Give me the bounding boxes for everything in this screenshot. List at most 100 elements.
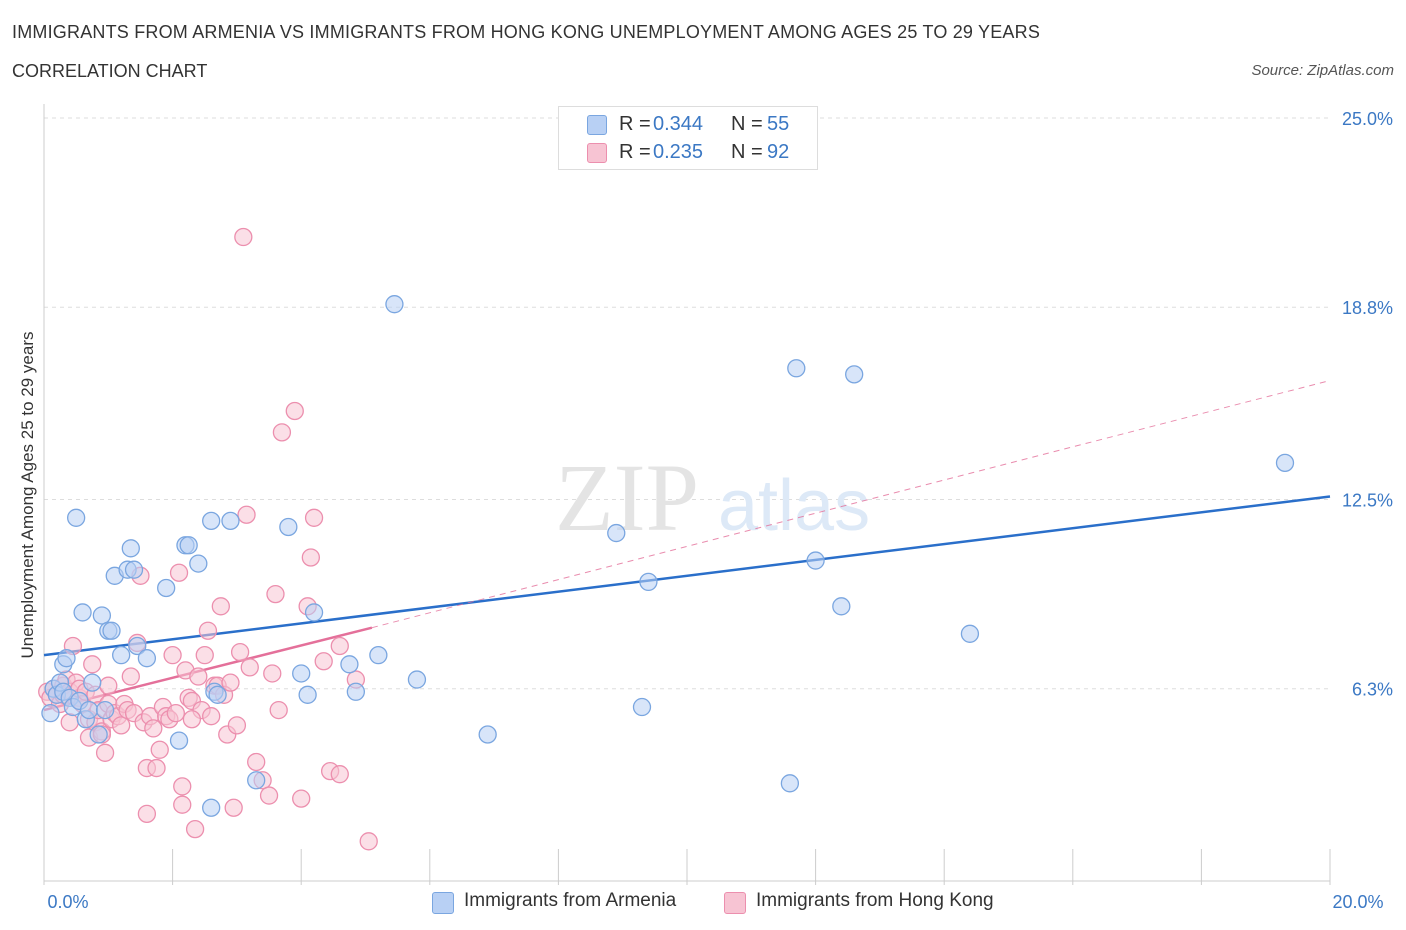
armenia-point [41, 703, 60, 723]
armenia-point [780, 774, 800, 793]
armenia-point [385, 295, 404, 314]
hongkong-swatch [724, 892, 746, 914]
hongkong-point [189, 667, 208, 686]
armenia-point [102, 621, 121, 640]
armenia-point [247, 771, 266, 790]
armenia-point [1275, 453, 1295, 473]
armenia-point [169, 731, 189, 750]
y-tick-label: 12.5% [1342, 491, 1393, 511]
armenia-point [67, 508, 86, 527]
armenia-legend-label: Immigrants from Armenia [464, 890, 677, 911]
hongkong-point [95, 743, 115, 762]
armenia-point [346, 682, 366, 701]
hongkong-point [169, 563, 189, 582]
hongkong-point [163, 646, 182, 665]
armenia-point [208, 685, 227, 704]
armenia-points [41, 295, 1295, 817]
hongkong-point [330, 636, 349, 656]
armenia-point [73, 603, 92, 622]
armenia-point [79, 700, 99, 720]
tick-labels: 6.3% 12.5% 18.8% 25.0% 0.0% 20.0% [47, 109, 1393, 912]
hongkong-point [247, 752, 266, 772]
armenia-point [607, 523, 626, 543]
hongkong-point [112, 716, 131, 735]
hongkong-point [304, 508, 324, 527]
armenia-point [632, 697, 652, 717]
armenia-point [279, 517, 298, 537]
armenia-point [92, 606, 112, 625]
hongkong-point [60, 713, 79, 732]
hongkong-point [221, 673, 240, 692]
hongkong-points [38, 227, 378, 851]
armenia-point [845, 365, 864, 384]
hongkong-point [173, 795, 192, 814]
n-label: N = [731, 141, 763, 163]
armenia-point [121, 539, 140, 558]
armenia-point [787, 359, 806, 378]
chart-title: IMMIGRANTS FROM ARMENIA VS IMMIGRANTS FR… [12, 22, 1041, 42]
armenia-swatch [432, 892, 454, 914]
r-label: R = [619, 141, 651, 163]
armenia-point [112, 646, 131, 665]
armenia-point [128, 636, 147, 656]
hongkong-point [227, 716, 247, 735]
y-tick-label: 25.0% [1342, 109, 1393, 129]
armenia-point [478, 725, 497, 744]
armenia-point [407, 670, 427, 689]
armenia-swatch [587, 115, 607, 135]
hongkong-point [237, 505, 256, 524]
armenia-point [292, 664, 311, 683]
armenia-point [124, 560, 144, 579]
hongkong-point [83, 655, 102, 674]
hongkong-point [234, 227, 253, 247]
hongkong-point [301, 548, 320, 567]
armenia-point [202, 798, 221, 817]
hongkong-point [224, 798, 243, 817]
watermark-atlas: atlas [718, 466, 870, 546]
hongkong-swatch [587, 143, 607, 163]
armenia-point [369, 646, 388, 665]
watermark-zip: ZIP [555, 444, 699, 551]
hongkong-point [99, 676, 118, 695]
hongkong-point [185, 819, 205, 839]
gridlines [44, 117, 1330, 690]
hongkong-point [147, 758, 166, 778]
hongkong-legend-label: Immigrants from Hong Kong [756, 890, 994, 911]
x-tick-label: 20.0% [1332, 892, 1383, 912]
armenia-point [137, 649, 157, 668]
r-label: R = [619, 113, 651, 135]
hongkong-point [150, 740, 169, 759]
armenia-point [221, 511, 240, 531]
armenia-point [89, 725, 108, 744]
hongkong-point [285, 401, 304, 421]
hongkong-n-value: 92 [767, 141, 790, 163]
armenia-point [83, 673, 102, 692]
armenia-point [189, 554, 208, 573]
armenia-point [806, 551, 825, 570]
axes [43, 104, 1331, 885]
hongkong-point [230, 642, 250, 662]
hongkong-point [144, 719, 163, 738]
hongkong-point [182, 710, 202, 729]
armenia-r-value: 0.344 [653, 113, 704, 135]
hongkong-point [195, 646, 214, 665]
stats-legend: R = 0.344 N = 55 R = 0.235 N = 92 [558, 106, 818, 170]
hongkong-point [198, 621, 218, 640]
armenia-point [340, 655, 359, 674]
armenia-n-value: 55 [767, 113, 790, 135]
n-label: N = [731, 113, 763, 135]
hongkong-point [314, 652, 333, 671]
source-label: Source: ZipAtlas.com [1251, 62, 1394, 79]
armenia-point [157, 578, 176, 598]
hongkong-point [173, 777, 192, 796]
y-axis-label: Unemployment Among Ages 25 to 29 years [18, 332, 37, 659]
hongkong-point [211, 597, 230, 616]
hongkong-point [259, 786, 279, 805]
hongkong-point [202, 707, 221, 726]
armenia-point [639, 572, 658, 592]
hongkong-point [263, 664, 282, 683]
hongkong-point [121, 667, 140, 686]
armenia-point [298, 685, 317, 704]
y-tick-label: 6.3% [1352, 680, 1393, 700]
